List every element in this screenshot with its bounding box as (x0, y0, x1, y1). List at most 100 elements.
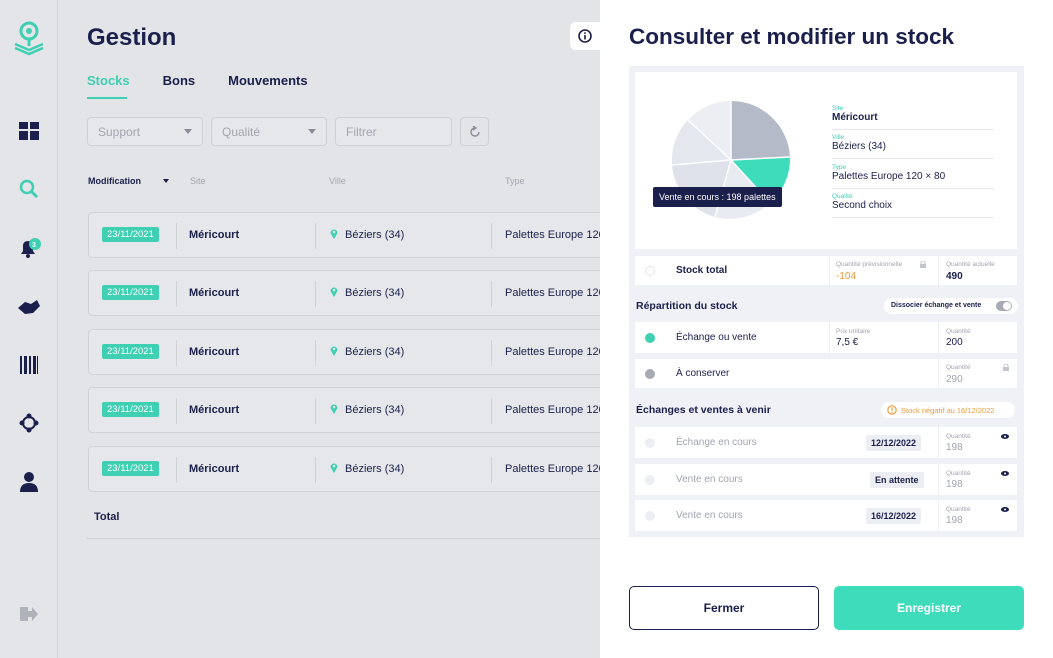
sidebar: 3 (0, 0, 58, 658)
divider (938, 427, 939, 458)
price-input[interactable]: 7,5 € (836, 337, 859, 348)
stock-pie-chart (671, 100, 791, 219)
filter-input[interactable]: Filtrer (335, 117, 452, 146)
close-button[interactable]: Fermer (629, 586, 819, 630)
qty-label: Quantité (946, 506, 971, 513)
logout-icon[interactable] (0, 600, 58, 628)
save-button[interactable]: Enregistrer (834, 586, 1024, 630)
sort-down-icon[interactable] (163, 179, 169, 183)
bell-icon[interactable]: 3 (0, 234, 58, 262)
stock-table: 23/11/2021 Méricourt Béziers (34) Palett… (88, 212, 600, 504)
tab-bons[interactable]: Bons (162, 73, 196, 88)
page-title: Gestion (87, 24, 177, 51)
tabs: Stocks Bons Mouvements (87, 73, 341, 88)
table-row[interactable]: 23/11/2021 Méricourt Béziers (34) Palett… (88, 445, 600, 492)
notification-badge: 3 (32, 242, 36, 249)
search-icon[interactable] (0, 175, 58, 203)
dissocier-toggle[interactable]: Dissocier échange et vente (884, 298, 1018, 314)
tab-mouvements[interactable]: Mouvements (228, 73, 308, 88)
divider (315, 339, 316, 366)
col-modification[interactable]: Modification (88, 176, 141, 186)
col-site[interactable]: Site (190, 176, 206, 186)
divider (938, 322, 939, 353)
main-content: Gestion Stocks Bons Mouvements Support Q… (58, 0, 600, 658)
col-type[interactable]: Type (505, 176, 525, 186)
info-button[interactable] (570, 22, 600, 50)
divider (938, 464, 939, 495)
price-label: Prix unitaire (836, 328, 871, 335)
actual-qty-value: 490 (946, 271, 963, 282)
date-badge: 16/12/2022 (866, 508, 922, 524)
table-row[interactable]: 23/11/2021 Méricourt Béziers (34) Palett… (88, 328, 600, 375)
type-label: Type (832, 164, 847, 171)
reset-button[interactable] (460, 117, 489, 146)
support-select[interactable]: Support (87, 117, 203, 146)
ville-cell: Béziers (34) (345, 404, 405, 417)
location-pin-icon (330, 346, 338, 356)
qty-value: 198 (946, 442, 963, 453)
status-dot (645, 369, 655, 379)
stock-total-row: Stock total Quantité prévisionnelle -104… (635, 256, 1017, 285)
upcoming-item[interactable]: Vente en cours 16/12/2022 Quantité 198 (635, 500, 1017, 531)
upcoming-item[interactable]: Vente en cours En attente Quantité 198 (635, 464, 1017, 495)
qty-value: 198 (946, 515, 963, 526)
qualite-value: Second choix (832, 200, 893, 211)
type-cell: Palettes Europe 120 (505, 345, 600, 358)
prev-qty-value: -104 (836, 271, 857, 282)
status-dot (645, 511, 655, 521)
divider (491, 281, 492, 308)
handshake-icon[interactable] (0, 293, 58, 321)
site-info: Site Méricourt (832, 105, 994, 130)
site-cell: Méricourt (189, 345, 240, 358)
type-cell: Palettes Europe 120 (505, 287, 600, 300)
stock-detail-panel: Consulter et modifier un stock Site Méri… (600, 0, 1053, 658)
user-icon[interactable] (0, 468, 58, 496)
table-row[interactable]: 23/11/2021 Méricourt Béziers (34) Palett… (88, 212, 600, 258)
network-icon[interactable] (0, 409, 58, 437)
date-badge: 12/12/2022 (866, 435, 922, 451)
type-info: Type Palettes Europe 120 × 80 (832, 164, 994, 189)
upcoming-label: Vente en cours (676, 510, 743, 521)
chevron-down-icon (184, 129, 192, 134)
qualite-select[interactable]: Qualité (211, 117, 327, 146)
qty-label: Quantité (946, 470, 971, 477)
qty-label: Quantité (946, 328, 971, 335)
qty-value: 198 (946, 479, 963, 490)
toggle-switch[interactable] (996, 301, 1012, 311)
divider (938, 256, 939, 285)
dissocier-toggle-label: Dissocier échange et vente (891, 302, 982, 309)
upcoming-item[interactable]: Échange en cours 12/12/2022 Quantité 198 (635, 427, 1017, 458)
active-tab-indicator (87, 97, 127, 99)
dashboard-icon[interactable] (0, 117, 58, 145)
col-ville[interactable]: Ville (329, 176, 346, 186)
status-badge: En attente (870, 472, 924, 488)
avenir-title: Échanges et ventes à venir (636, 404, 771, 416)
eye-icon[interactable] (1001, 471, 1009, 476)
barcode-icon[interactable] (0, 351, 58, 379)
support-select-label: Support (98, 124, 141, 139)
qty-input[interactable]: 200 (946, 337, 963, 348)
divider (829, 322, 830, 353)
eye-icon[interactable] (1001, 434, 1009, 439)
divider (938, 359, 939, 388)
eye-icon[interactable] (1001, 507, 1009, 512)
pie-slice-reste (688, 101, 731, 160)
location-pin-icon (330, 404, 338, 415)
logo-icon[interactable] (0, 20, 58, 56)
table-row[interactable]: 23/11/2021 Méricourt Béziers (34) Palett… (88, 387, 600, 434)
divider (176, 398, 177, 425)
pie-slice-conserver (731, 100, 790, 160)
stock-summary-card: Site Méricourt Ville Béziers (34) Type P… (635, 72, 1017, 249)
type-value: Palettes Europe 120 × 80 (832, 171, 946, 182)
tab-stocks[interactable]: Stocks (87, 73, 130, 88)
date-badge: 23/11/2021 (102, 285, 159, 301)
site-cell: Méricourt (189, 287, 240, 300)
lock-icon (1003, 364, 1009, 371)
filter-input-placeholder: Filtrer (346, 124, 377, 139)
table-row[interactable]: 23/11/2021 Méricourt Béziers (34) Palett… (88, 270, 600, 317)
ville-value: Béziers (34) (832, 141, 886, 152)
status-dot (645, 333, 655, 343)
refresh-icon (469, 125, 480, 137)
conserver-row: À conserver Quantité 290 (635, 359, 1017, 388)
date-badge: 23/11/2021 (102, 343, 159, 359)
